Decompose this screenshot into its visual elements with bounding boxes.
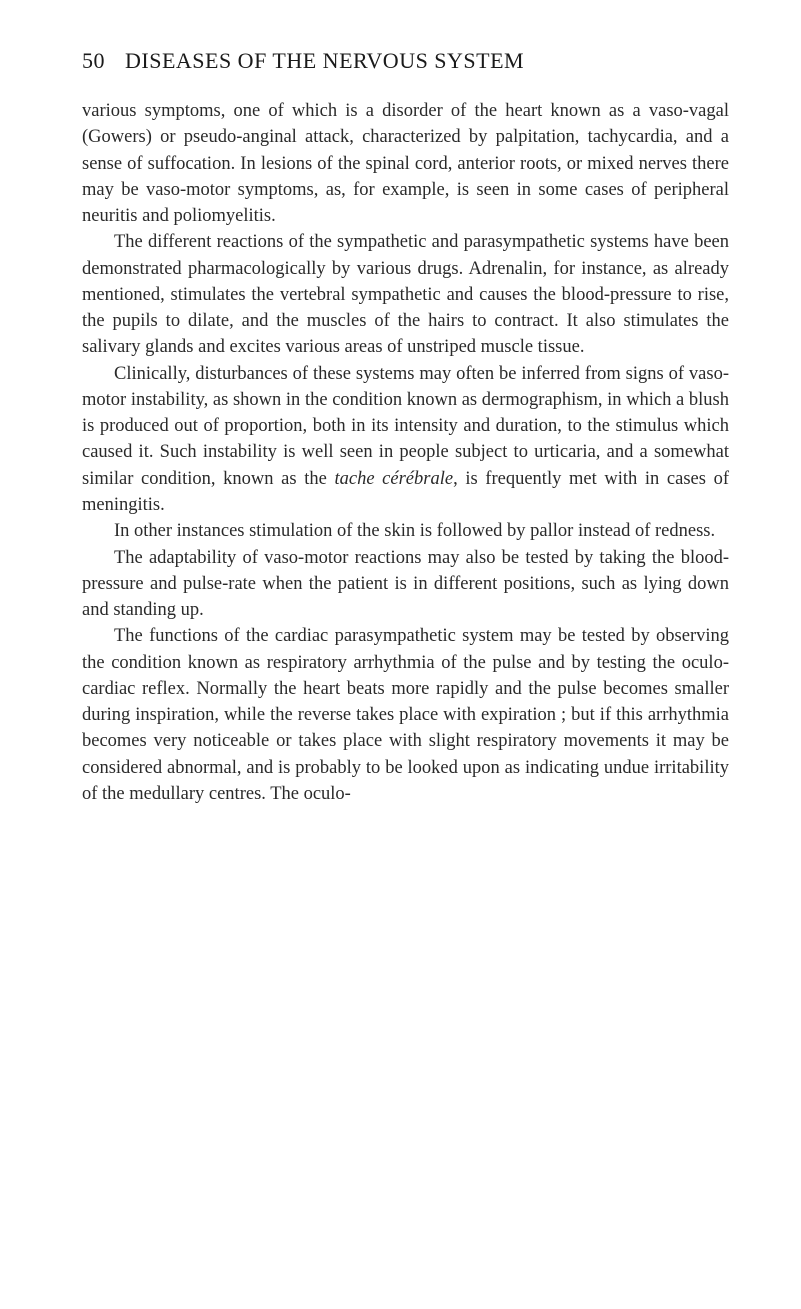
page-header: 50 DISEASES OF THE NERVOUS SYSTEM <box>82 48 729 74</box>
paragraph-5: The adaptability of vaso-motor reactions… <box>82 545 729 624</box>
paragraph-3-italic: tache cérébrale <box>334 469 453 489</box>
page-number: 50 <box>82 48 105 73</box>
paragraph-1: various symptoms, one of which is a diso… <box>82 98 729 229</box>
paragraph-4: In other instances stimulation of the sk… <box>82 518 729 544</box>
chapter-title: DISEASES OF THE NERVOUS SYSTEM <box>125 48 524 73</box>
body-text: various symptoms, one of which is a diso… <box>82 98 729 807</box>
paragraph-6: The functions of the cardiac parasympath… <box>82 623 729 807</box>
paragraph-2: The different reactions of the sympathet… <box>82 229 729 360</box>
paragraph-3: Clinically, disturbances of these system… <box>82 361 729 519</box>
